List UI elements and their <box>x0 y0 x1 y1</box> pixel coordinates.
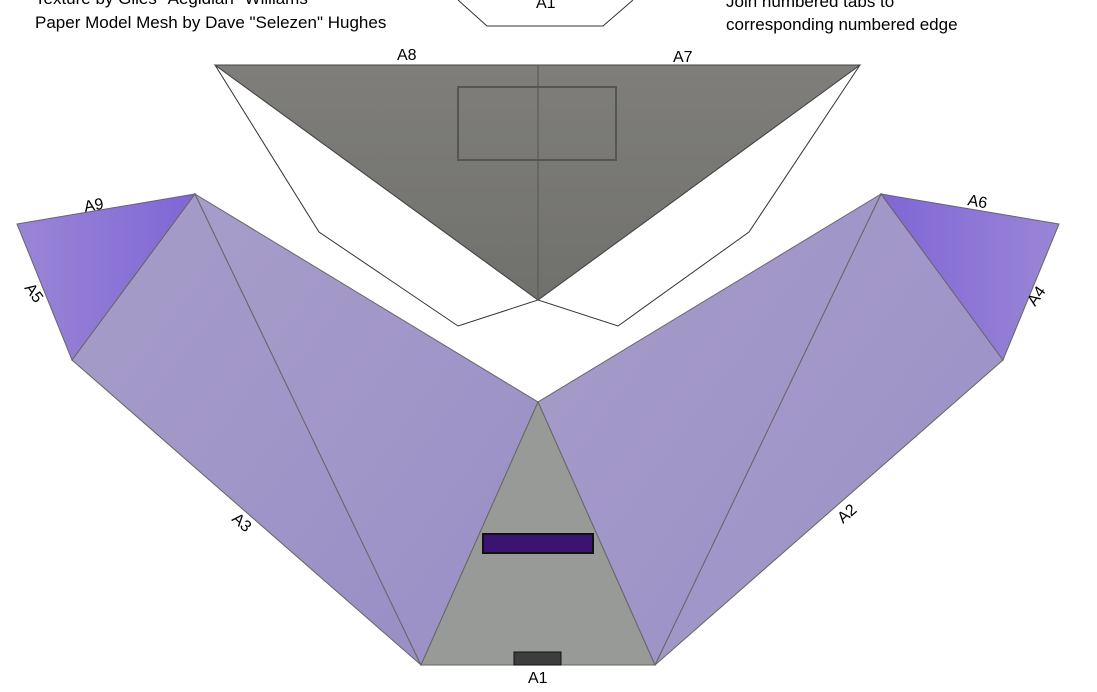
tab-a9-label: A9 <box>83 196 105 216</box>
tab-a1-top-label: A1 <box>536 0 556 12</box>
cockpit-window-outline <box>457 86 617 161</box>
instruction-line-2: corresponding numbered edge <box>726 15 958 34</box>
mesh-credit: Paper Model Mesh by Dave "Selezen" Hughe… <box>35 13 387 32</box>
center-slot <box>482 533 594 554</box>
left-fin-tab <box>16 193 197 362</box>
tab-a8-label: A8 <box>397 47 417 64</box>
instruction-line-1: Join numbered tabs to <box>726 0 895 11</box>
tab-a1-bottom-label: A1 <box>528 670 548 687</box>
tab-a1-top-outline <box>457 0 634 27</box>
bottom-slot <box>513 651 562 666</box>
tab-a6-label: A6 <box>966 192 988 212</box>
tab-a2-label: A2 <box>834 501 860 527</box>
texture-credit: Texture by Giles "Aegidian" Williams <box>35 0 308 9</box>
tab-a7-label: A7 <box>673 49 693 66</box>
right-fin-tab <box>879 193 1060 362</box>
